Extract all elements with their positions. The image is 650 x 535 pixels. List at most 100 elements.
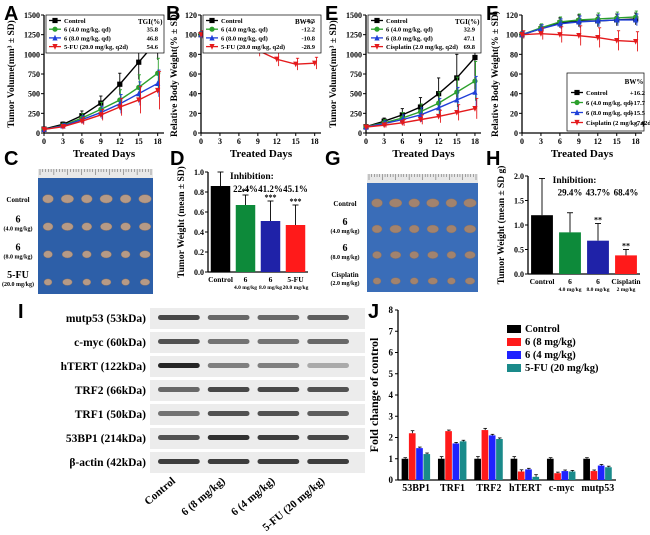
a-xlabel: Treated Days (73, 148, 136, 160)
f-ytick-label: 0 (514, 129, 518, 138)
f-point (595, 35, 601, 41)
b-legend-marker (209, 17, 215, 24)
j-ytick-label: 0 (389, 475, 394, 485)
j-bar (488, 435, 496, 480)
f-ytick-label: 80 (510, 50, 518, 59)
b-ytick-label: 80 (189, 50, 197, 59)
photo_G-tumor (372, 277, 382, 285)
h-category-label: 6 (568, 277, 572, 286)
d-star: ** (242, 187, 250, 196)
j-legend-label: 6 (8 mg/kg) (525, 337, 576, 348)
e-xtick-label: 18 (471, 137, 479, 146)
f-point (614, 37, 620, 44)
d-ytick-label: 1.0 (194, 168, 204, 177)
photo_C-tumor (82, 278, 92, 286)
j-bar (554, 473, 561, 480)
photo_C-tumor (120, 222, 131, 231)
j-bar (532, 476, 540, 480)
e-point (436, 113, 442, 120)
blot-band (158, 459, 200, 464)
bar-chart-d: 0.0 0.2 0.4 0.6 0.8 1.0 Tumor Weight (mean ± S… (176, 166, 309, 291)
j-legend-swatch (507, 351, 521, 359)
blot-protein-label: c-myc (60kDa) (74, 337, 146, 349)
f-point (519, 32, 525, 38)
b-point (198, 32, 204, 38)
photo_C-tumor (138, 194, 152, 204)
photo_G-background (367, 174, 478, 292)
blot-band (158, 435, 200, 440)
d-ytick-label: 0.8 (194, 188, 204, 197)
blot-band (307, 387, 349, 392)
a-legend-marker (52, 17, 58, 24)
a-ytick-label: 1500 (24, 11, 40, 20)
d-category-dose: 20.0 mg/kg (283, 285, 309, 291)
b-legend-value: -4.3 (305, 18, 316, 25)
photo_G-tumor (463, 224, 476, 234)
b-ytick-label: 0 (193, 129, 197, 138)
b-legend-box (202, 14, 322, 54)
blot-band (307, 315, 349, 320)
blot-band (307, 339, 349, 344)
f-xtick-label: 12 (594, 137, 602, 146)
blot-band (158, 387, 200, 392)
blot-band (257, 339, 300, 344)
photo_G-tumor (390, 251, 402, 259)
j-bar (517, 471, 525, 480)
b-xtick-label: 6 (237, 137, 241, 146)
e-legend-marker (374, 26, 380, 32)
b-point (293, 61, 299, 68)
e-legend-marker (374, 44, 380, 50)
j-bar (583, 458, 590, 480)
a-xtick-label: 6 (80, 137, 84, 146)
photo_C-tumor (138, 222, 151, 231)
photo_C-row-dose: (20.0 mg/kg) (2, 281, 34, 288)
d-bar (285, 225, 306, 272)
blot-lane-label: 6 (8 mg/kg) (179, 475, 228, 519)
blot-band (307, 459, 349, 464)
e-legend-label: 6 (8.0 mg/kg, qd) (386, 35, 433, 42)
j-bar (590, 471, 598, 480)
photo_G-tumor (408, 224, 420, 234)
a-legend-label: 6 (8.0 mg/kg, qd) (64, 35, 111, 42)
e-point (363, 124, 369, 131)
photo_G-tumor (409, 277, 419, 285)
e-point (436, 104, 442, 111)
photo_G-row-label: 6 (343, 217, 348, 228)
photo_G-row-label: Control (333, 200, 356, 208)
j-ytick-label: 3 (389, 411, 394, 421)
b-xtick-label: 18 (311, 137, 319, 146)
e-xtick-label: 9 (418, 137, 422, 146)
f-series-3 (519, 25, 640, 52)
f-xtick-label: 3 (539, 137, 543, 146)
f-point (576, 33, 582, 39)
j-category-label: hTERT (509, 483, 542, 494)
j-legend-swatch (507, 338, 521, 346)
d-ytick-label: 0.4 (194, 228, 204, 237)
b-point (312, 60, 318, 67)
a-xtick-label: 15 (135, 137, 143, 146)
b-legend-marker (209, 26, 215, 32)
blot-band (158, 411, 200, 416)
western-blot-i: mutp53 (53kDa) c-myc (60kDa) hTERT (122kDa… (61, 308, 365, 534)
f-legend-marker (574, 89, 580, 96)
e-point (417, 117, 424, 123)
a-legend-marker (52, 26, 58, 32)
h-category-label: 6 (596, 277, 600, 286)
j-bar (510, 458, 518, 480)
j-bar (568, 471, 576, 480)
b-ytick-label: 20 (189, 109, 197, 118)
a-point (155, 80, 161, 87)
photo_G-tumor (389, 224, 402, 234)
photo_G-tumor (426, 224, 439, 234)
photo_G-tumor (445, 198, 458, 208)
f-legend-label: Cisplatin (2 mg/kg, q2d) (586, 120, 650, 127)
e-legend-marker (374, 17, 380, 24)
a-legend-label: Control (64, 18, 86, 25)
b-legend-label: 6 (8.0 mg/kg, qd) (221, 35, 268, 42)
photo_C-tumor (42, 194, 54, 204)
j-bar (546, 458, 554, 480)
f-ytick-label: 20 (510, 109, 518, 118)
a-point (136, 97, 142, 104)
photo_C-tumor (139, 278, 150, 286)
